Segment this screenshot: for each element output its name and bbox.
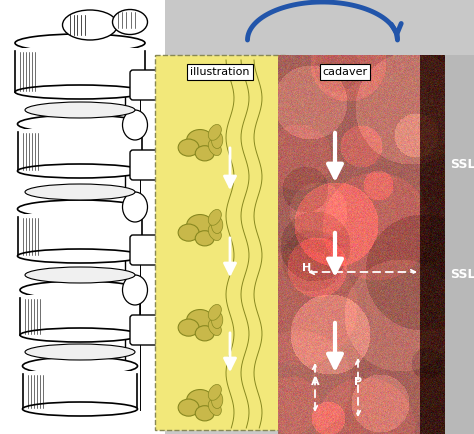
Ellipse shape bbox=[187, 309, 213, 330]
Text: P: P bbox=[354, 377, 362, 387]
Text: A: A bbox=[310, 377, 319, 387]
Text: H: H bbox=[302, 263, 311, 273]
Ellipse shape bbox=[211, 217, 223, 233]
Ellipse shape bbox=[178, 319, 199, 336]
Ellipse shape bbox=[15, 85, 145, 99]
Ellipse shape bbox=[25, 267, 135, 283]
Ellipse shape bbox=[178, 139, 199, 156]
Ellipse shape bbox=[15, 34, 145, 52]
Ellipse shape bbox=[63, 10, 118, 40]
Bar bbox=[445, 55, 474, 434]
Ellipse shape bbox=[187, 130, 213, 151]
Text: illustration: illustration bbox=[190, 67, 250, 77]
Ellipse shape bbox=[122, 110, 147, 140]
Ellipse shape bbox=[208, 225, 221, 240]
Text: SSL: SSL bbox=[450, 158, 474, 171]
Ellipse shape bbox=[208, 125, 221, 140]
Ellipse shape bbox=[20, 281, 140, 299]
Ellipse shape bbox=[211, 312, 223, 329]
Ellipse shape bbox=[187, 214, 213, 236]
Ellipse shape bbox=[122, 275, 147, 305]
Ellipse shape bbox=[195, 326, 214, 341]
Ellipse shape bbox=[122, 192, 147, 222]
Ellipse shape bbox=[18, 200, 143, 218]
Ellipse shape bbox=[18, 164, 143, 178]
Bar bbox=[23, 371, 138, 409]
Ellipse shape bbox=[20, 328, 140, 342]
Ellipse shape bbox=[208, 305, 221, 320]
Ellipse shape bbox=[211, 132, 223, 148]
Text: cadaver: cadaver bbox=[322, 67, 367, 77]
Ellipse shape bbox=[208, 210, 221, 225]
Ellipse shape bbox=[18, 249, 143, 263]
Bar bbox=[18, 214, 143, 256]
Bar bbox=[155, 55, 285, 430]
FancyBboxPatch shape bbox=[130, 315, 166, 345]
FancyBboxPatch shape bbox=[130, 235, 166, 265]
Ellipse shape bbox=[195, 406, 214, 421]
Ellipse shape bbox=[195, 231, 214, 246]
Ellipse shape bbox=[112, 10, 147, 34]
Text: SSL: SSL bbox=[450, 269, 474, 282]
FancyBboxPatch shape bbox=[130, 70, 166, 100]
Ellipse shape bbox=[208, 400, 221, 415]
Ellipse shape bbox=[195, 146, 214, 161]
Ellipse shape bbox=[178, 399, 199, 416]
Bar bbox=[0, 0, 165, 434]
Ellipse shape bbox=[25, 184, 135, 200]
Ellipse shape bbox=[211, 391, 223, 408]
Bar bbox=[18, 129, 143, 171]
Bar bbox=[20, 295, 140, 335]
Ellipse shape bbox=[208, 385, 221, 400]
FancyBboxPatch shape bbox=[130, 150, 166, 180]
Bar bbox=[15, 48, 145, 93]
Ellipse shape bbox=[208, 320, 221, 335]
Ellipse shape bbox=[25, 102, 135, 118]
Ellipse shape bbox=[25, 344, 135, 360]
Ellipse shape bbox=[178, 224, 199, 241]
Ellipse shape bbox=[208, 140, 221, 155]
Ellipse shape bbox=[187, 390, 213, 411]
Ellipse shape bbox=[22, 402, 137, 416]
Ellipse shape bbox=[18, 115, 143, 133]
Ellipse shape bbox=[22, 357, 137, 375]
